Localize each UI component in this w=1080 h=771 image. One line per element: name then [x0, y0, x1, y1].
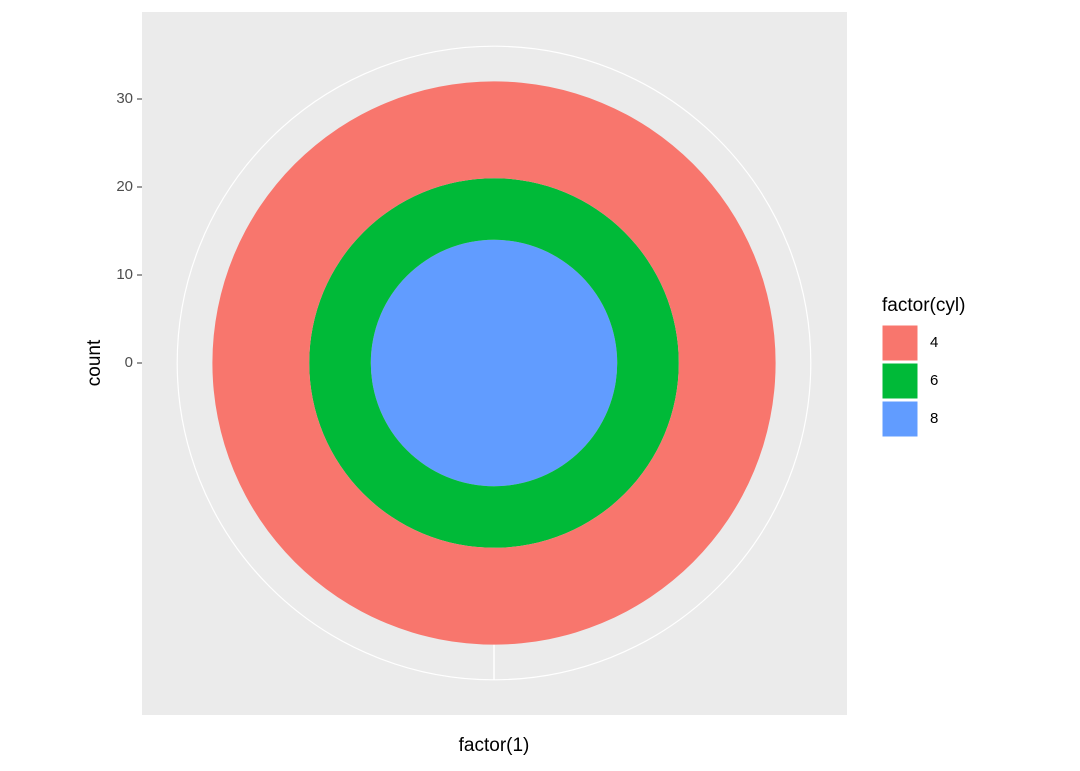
y-axis-label: count [84, 339, 105, 386]
legend-label: 6 [930, 372, 938, 389]
y-tick-label: 0 [125, 354, 133, 371]
y-tick-label: 30 [116, 90, 133, 107]
legend-key [881, 362, 919, 400]
y-tick-label: 10 [116, 266, 133, 283]
y-tick-label: 20 [116, 178, 133, 195]
ring-segment [370, 239, 618, 487]
legend-label: 4 [930, 334, 938, 351]
legend-title: factor(cyl) [882, 295, 965, 316]
ring-segment [212, 81, 776, 645]
x-axis-label: factor(1) [459, 735, 530, 756]
legend-label: 8 [930, 410, 938, 427]
legend-key [881, 400, 919, 438]
ring-segment [309, 178, 679, 548]
legend-key [881, 324, 919, 362]
